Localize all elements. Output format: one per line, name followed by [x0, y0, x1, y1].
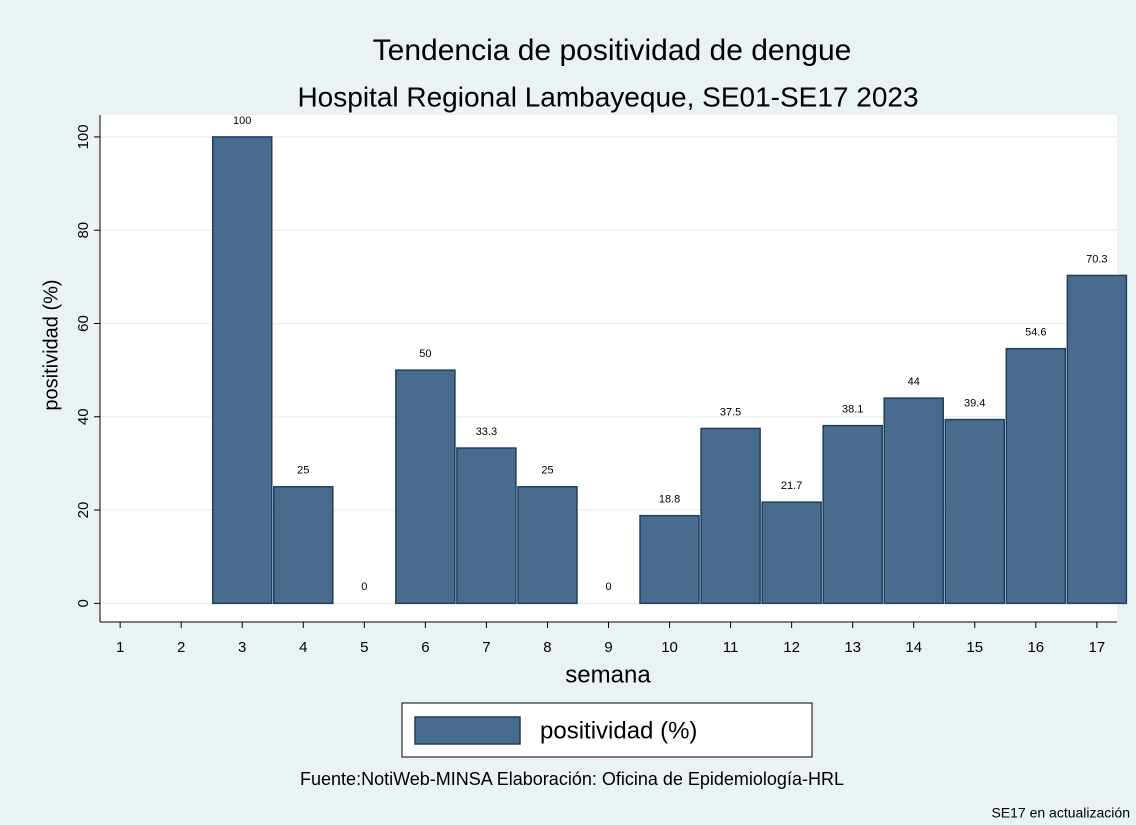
data-label: 38.1: [842, 404, 863, 416]
data-label: 21.7: [781, 480, 802, 492]
x-tick-label: 5: [360, 639, 368, 656]
data-label: 70.3: [1086, 253, 1107, 265]
chart-title: Tendencia de positividad de dengue: [373, 34, 852, 67]
bar: [761, 501, 822, 605]
x-tick-label: 15: [966, 639, 983, 656]
legend-swatch: [414, 716, 521, 745]
data-label: 0: [361, 581, 367, 593]
y-tick-label: 20: [75, 502, 92, 519]
x-tick-label: 8: [543, 639, 551, 656]
bar: [1005, 347, 1067, 605]
x-tick-label: 1: [116, 639, 124, 656]
data-label: 54.6: [1025, 327, 1046, 339]
x-tick-label: 11: [723, 639, 739, 656]
y-tick-label: 60: [75, 315, 92, 332]
note: Fuente:NotiWeb-MINSA Elaboración: Oficin…: [300, 769, 844, 789]
y-tick-label: 40: [75, 408, 92, 425]
y-tick-label: 100: [75, 124, 92, 149]
bar: [822, 424, 883, 605]
x-tick-label: 9: [604, 639, 612, 656]
x-axis-label: semana: [565, 661, 651, 688]
bar: [395, 369, 456, 605]
data-label: 25: [541, 465, 553, 477]
x-tick-label: 2: [177, 639, 185, 656]
y-tick-label: 0: [75, 599, 92, 607]
x-tick-label: 4: [299, 639, 307, 656]
data-label: 18.8: [659, 494, 680, 506]
bar: [639, 514, 700, 605]
bar: [1066, 274, 1128, 605]
data-label: 39.4: [964, 397, 985, 409]
data-label: 37.5: [720, 406, 741, 418]
x-tick-label: 13: [844, 639, 861, 656]
x-tick-label: 16: [1027, 639, 1044, 656]
x-tick-label: 7: [482, 639, 490, 656]
bar: [700, 427, 761, 605]
data-label: 50: [419, 348, 431, 360]
bar: [273, 485, 334, 605]
data-label: 33.3: [476, 426, 497, 438]
bar: [517, 485, 578, 605]
data-label: 44: [908, 376, 920, 388]
y-tick-label: 80: [75, 222, 92, 239]
chart-subtitle: Hospital Regional Lambayeque, SE01-SE17 …: [297, 81, 918, 112]
bar: [944, 418, 1006, 605]
x-tick-label: 3: [238, 639, 246, 656]
bar: [211, 136, 273, 605]
y-axis-label: positividad (%): [40, 279, 62, 410]
bar: [456, 447, 517, 605]
caption: SE17 en actualización: [991, 805, 1130, 821]
bar: [883, 397, 944, 605]
x-tick-label: 17: [1089, 639, 1106, 656]
data-label: 100: [233, 115, 251, 127]
x-tick-label: 6: [421, 639, 429, 656]
data-label: 0: [605, 581, 611, 593]
legend-label: positividad (%): [540, 717, 697, 744]
x-tick-label: 10: [661, 639, 678, 656]
x-tick-label: 14: [905, 639, 922, 656]
x-tick-label: 12: [783, 639, 800, 656]
data-label: 25: [297, 465, 309, 477]
